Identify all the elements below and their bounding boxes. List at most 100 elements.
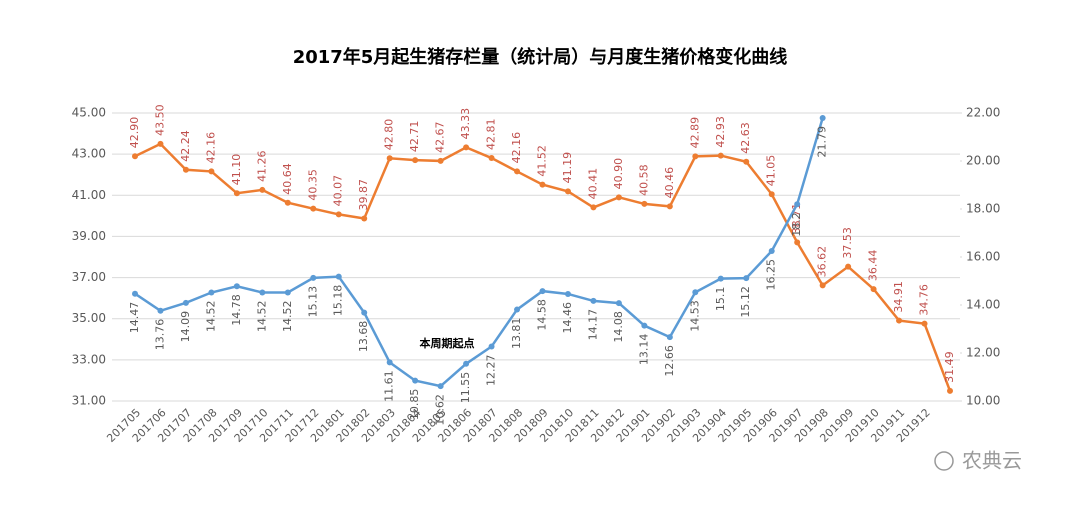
y2-tick-label: 12.00 (966, 346, 1000, 360)
data-point (641, 322, 648, 329)
data-label: 14.47 (128, 302, 141, 334)
data-point (717, 152, 724, 159)
data-label: 14.78 (230, 294, 243, 326)
data-label: 40.46 (663, 167, 676, 199)
data-point (335, 211, 342, 218)
data-point (284, 289, 291, 296)
data-label: 11.61 (383, 370, 396, 402)
data-point (870, 286, 877, 293)
data-label: 14.08 (612, 311, 625, 343)
data-point (233, 190, 240, 197)
data-label: 41.10 (230, 154, 243, 186)
data-label: 14.52 (255, 301, 268, 333)
data-label: 39.87 (357, 179, 370, 211)
data-point (437, 383, 444, 390)
data-label: 40.90 (612, 158, 625, 190)
data-point (641, 200, 648, 207)
data-label: 13.68 (357, 321, 370, 353)
data-point (132, 290, 138, 297)
y-tick-label: 37.00 (72, 270, 106, 284)
data-label: 42.16 (510, 132, 523, 164)
data-label: 40.64 (281, 163, 294, 195)
data-point (717, 275, 724, 282)
data-label: 14.52 (281, 301, 294, 333)
data-point (539, 181, 546, 188)
data-label: 40.41 (586, 168, 599, 200)
data-label: 34.91 (892, 281, 905, 313)
data-point (310, 274, 317, 281)
data-point (157, 140, 164, 147)
data-point (947, 387, 953, 394)
data-label: 16.25 (765, 259, 778, 291)
data-label: 14.46 (561, 302, 574, 334)
data-point (768, 191, 775, 198)
data-point (412, 377, 419, 384)
data-point (361, 215, 368, 222)
data-label: 36.44 (867, 250, 880, 282)
data-point (514, 306, 521, 313)
watermark: 农典云 (962, 449, 1022, 473)
data-label: 36.62 (816, 246, 829, 278)
y2-tick-label: 20.00 (966, 154, 1000, 168)
data-label: 15.13 (306, 286, 319, 318)
annotation: 本周期起点 (420, 336, 475, 350)
data-label: 13.76 (153, 319, 166, 351)
data-label: 41.52 (536, 145, 549, 177)
series-line (134, 117, 824, 388)
data-point (284, 199, 291, 206)
data-point (743, 158, 750, 165)
data-point (692, 289, 699, 296)
data-label: 10.85 (408, 389, 421, 421)
data-label: 42.67 (434, 121, 447, 153)
data-label: 18.2 (790, 212, 803, 237)
data-label: 42.89 (688, 117, 701, 149)
data-label: 12.27 (485, 355, 498, 387)
data-point (590, 204, 597, 211)
data-point (921, 320, 928, 327)
data-label: 41.19 (561, 152, 574, 184)
data-label: 15.18 (332, 285, 345, 317)
data-point (615, 194, 622, 201)
data-label: 14.52 (204, 301, 217, 333)
data-point (896, 317, 903, 324)
y-tick-label: 39.00 (72, 229, 106, 243)
data-point (539, 288, 546, 295)
data-point (412, 157, 419, 164)
data-point (488, 155, 495, 162)
y2-tick-label: 22.00 (966, 106, 1000, 120)
data-label: 14.09 (179, 311, 192, 343)
data-label: 40.07 (332, 175, 345, 207)
data-point (488, 343, 495, 350)
data-point (208, 168, 215, 175)
data-point (132, 153, 138, 160)
data-label: 43.50 (153, 104, 166, 136)
y2-tick-label: 14.00 (966, 298, 1000, 312)
data-point (615, 300, 622, 307)
data-label: 12.66 (663, 345, 676, 377)
y-tick-label: 31.00 (72, 394, 106, 408)
data-label: 11.55 (459, 372, 472, 404)
data-point (386, 155, 393, 162)
data-label: 42.90 (128, 117, 141, 149)
data-point (692, 153, 699, 160)
data-point (463, 144, 470, 151)
data-label: 31.49 (943, 351, 956, 383)
data-label: 14.53 (688, 300, 701, 332)
data-label: 13.81 (510, 318, 523, 350)
data-label: 42.63 (739, 122, 752, 154)
data-label: 15.12 (739, 286, 752, 318)
data-point (335, 273, 342, 280)
data-label: 10.62 (434, 394, 447, 426)
data-point (666, 334, 673, 341)
data-label: 14.58 (536, 299, 549, 331)
data-point (157, 307, 164, 314)
data-point (259, 186, 266, 193)
data-point (590, 297, 597, 304)
data-label: 42.81 (485, 119, 498, 151)
data-point (564, 188, 571, 195)
data-point (743, 275, 750, 282)
y-tick-label: 41.00 (72, 188, 106, 202)
data-label: 34.76 (918, 284, 931, 316)
